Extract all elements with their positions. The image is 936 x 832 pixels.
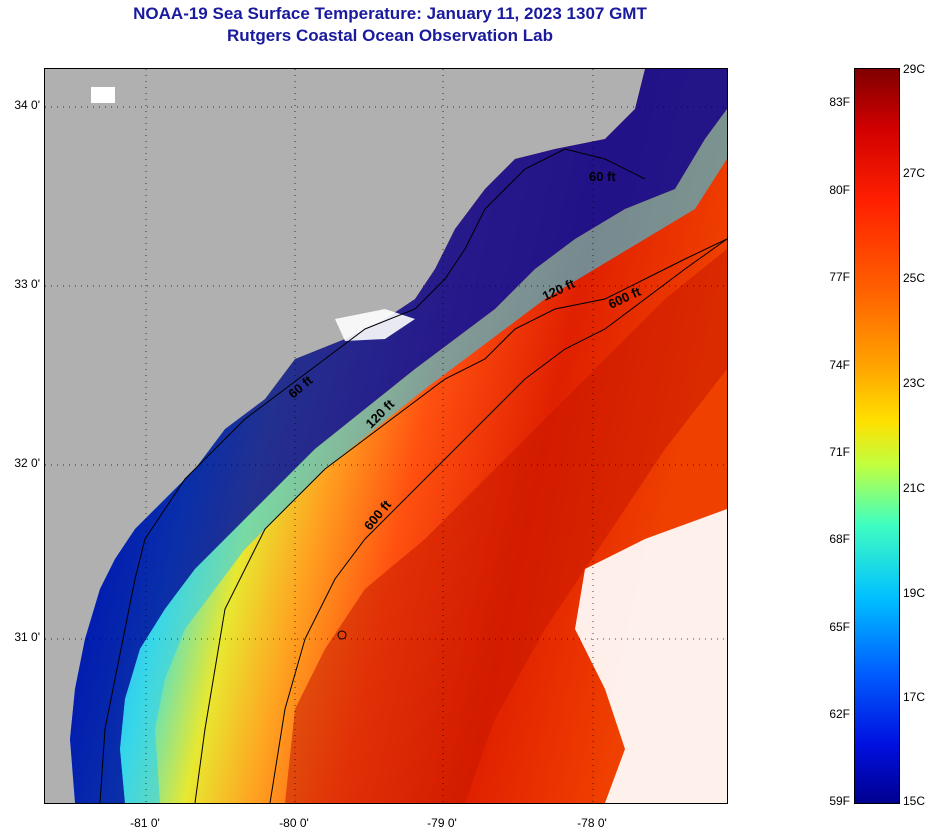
temperature-colorbar <box>854 68 900 804</box>
colorbar-f-label: 77F <box>829 270 850 284</box>
map-title: NOAA-19 Sea Surface Temperature: January… <box>133 4 647 23</box>
colorbar-c-label: 15C <box>903 794 926 808</box>
colorbar-f-label: 59F <box>829 794 850 808</box>
graticule <box>45 69 727 803</box>
colorbar-c-label: 17C <box>903 690 926 704</box>
latitude-label: 32 0' <box>14 456 40 470</box>
sst-map[interactable]: 60 ft 120 ft 600 ft 60 ft 120 ft 600 ft <box>44 68 728 804</box>
colorbar-f-label: 80F <box>829 183 850 197</box>
longitude-label: -80 0' <box>279 816 309 830</box>
latitude-label: 33 0' <box>14 277 40 291</box>
latitude-label: 34 0' <box>14 98 40 112</box>
colorbar-f-label: 74F <box>829 358 850 372</box>
contour-60ft <box>99 148 646 803</box>
gulf-stream-core <box>285 249 727 803</box>
colorbar-c-label: 21C <box>903 481 926 495</box>
contour-120ft <box>194 238 727 803</box>
longitude-label: -78 0' <box>577 816 607 830</box>
colorbar-f-label: 62F <box>829 707 850 721</box>
colorbar-c-label: 19C <box>903 586 926 600</box>
sst-map-image: 60 ft 120 ft 600 ft 60 ft 120 ft 600 ft <box>45 69 727 803</box>
coastal-cold-band <box>70 69 727 803</box>
colorbar-f-label: 68F <box>829 532 850 546</box>
longitude-label: -79 0' <box>427 816 457 830</box>
map-subtitle: Rutgers Coastal Ocean Observation Lab <box>227 26 553 45</box>
colorbar-c-label: 23C <box>903 376 926 390</box>
cloud-patch <box>91 87 115 103</box>
latitude-label: 31 0' <box>14 630 40 644</box>
colorbar-c-label: 29C <box>903 62 926 76</box>
colorbar-f-label: 83F <box>829 95 850 109</box>
colorbar-f-label: 65F <box>829 620 850 634</box>
longitude-label: -81 0' <box>130 816 160 830</box>
contour-600ft <box>269 238 727 803</box>
colorbar-c-label: 27C <box>903 166 926 180</box>
bathymetry-contours <box>99 148 727 803</box>
cloud-patch <box>575 509 727 803</box>
contour-label: 60 ft <box>589 169 616 184</box>
colorbar-c-label: 25C <box>903 271 926 285</box>
station-marker <box>337 630 347 640</box>
colorbar-f-label: 71F <box>829 445 850 459</box>
